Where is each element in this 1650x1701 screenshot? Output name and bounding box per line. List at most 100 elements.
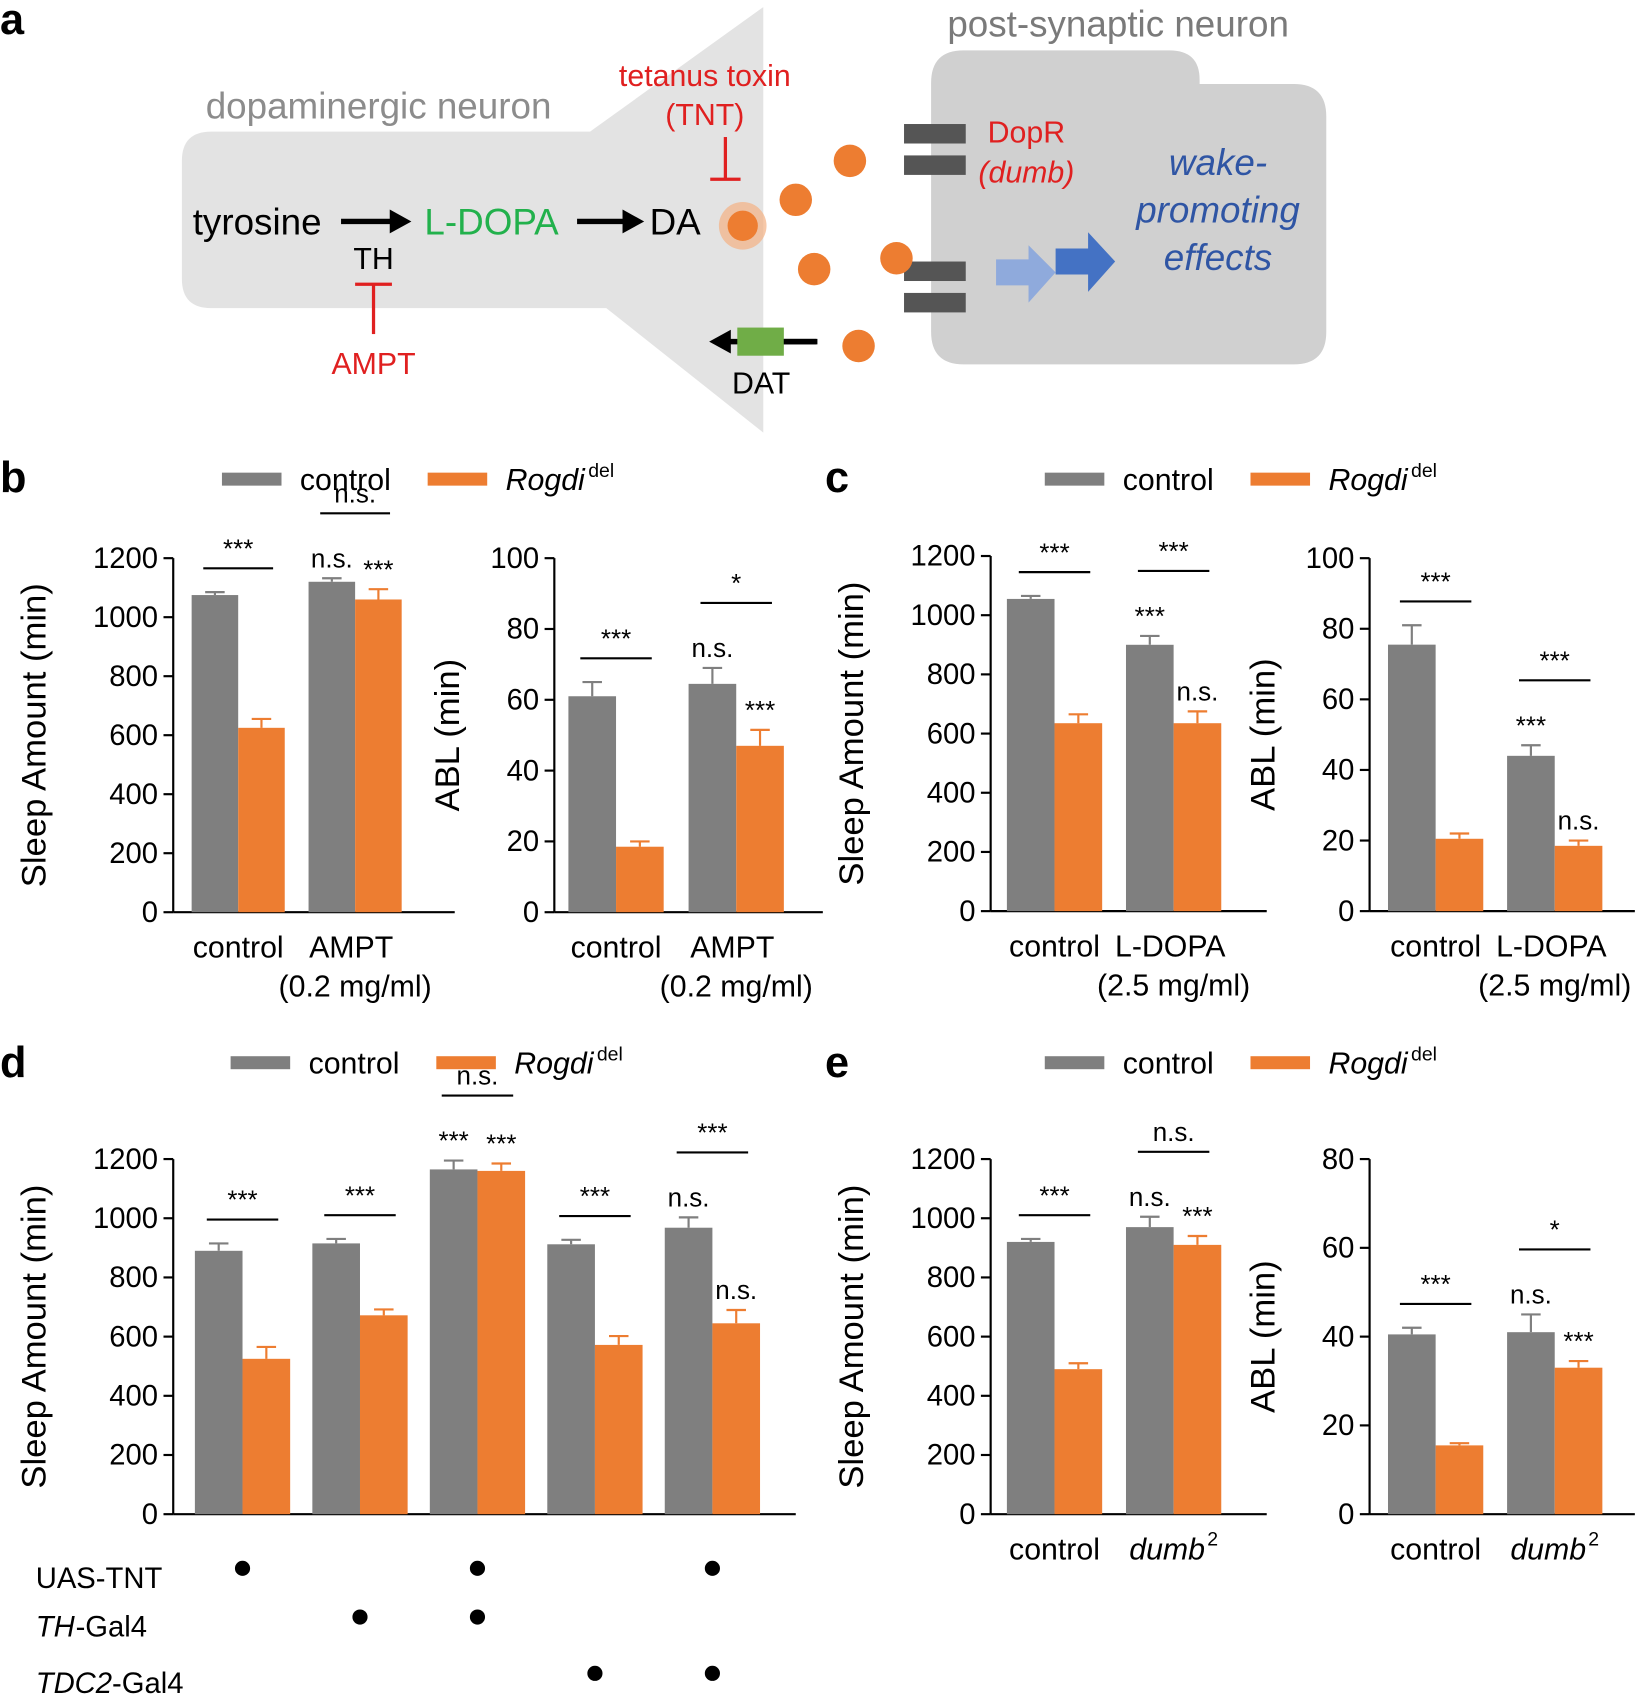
error-bar (1402, 1326, 1422, 1335)
legend-swatch (1044, 472, 1105, 486)
legend-swatch (427, 472, 488, 486)
significance-label: *** (227, 1185, 257, 1215)
significance-label: *** (580, 1181, 610, 1211)
bar (194, 1250, 243, 1515)
significance-label: *** (697, 1118, 727, 1148)
significance-label: *** (363, 554, 393, 584)
x-tick-label: AMPT (0.2 mg/ml) (660, 932, 813, 1004)
y-tick-label: 200 (927, 1440, 976, 1472)
legend-label: Rogdi (506, 464, 586, 497)
bar (664, 1227, 713, 1515)
bar (308, 581, 356, 913)
bar (568, 696, 617, 913)
error-bar (1449, 832, 1470, 839)
significance-label: *** (1182, 1201, 1212, 1231)
effect: effects (1164, 237, 1272, 278)
condition-dot (352, 1609, 368, 1625)
panel-label: a (0, 0, 25, 44)
error-bar (1402, 624, 1422, 645)
error-bar (1020, 1237, 1041, 1242)
bar (1173, 723, 1222, 912)
legend-label: Rogdi (514, 1048, 594, 1081)
significance-label: * (1550, 1215, 1560, 1245)
x-tick-label-sup: 2 (1588, 1529, 1599, 1551)
significance-label: n.s. (1510, 1280, 1552, 1310)
x-tick-label: control (1390, 1534, 1481, 1567)
y-tick-label: 1000 (910, 600, 975, 632)
y-tick-label: 0 (1338, 1499, 1354, 1531)
bar (1006, 598, 1055, 912)
toxin: (TNT) (665, 99, 744, 132)
transporter: DAT (732, 368, 790, 401)
y-tick-label: 60 (507, 685, 540, 717)
y-tick-label: 600 (109, 1321, 158, 1353)
bar (355, 599, 402, 913)
x-tick-label: control (1009, 1534, 1100, 1567)
condition-dot (704, 1665, 720, 1681)
significance-label: n.s. (1153, 1117, 1195, 1147)
y-tick-label: 60 (1322, 684, 1355, 716)
y-tick-label: 100 (490, 543, 539, 575)
y-tick-label: 600 (109, 720, 158, 752)
y-axis-title: Sleep Amount (min) (833, 1185, 871, 1489)
bar (1435, 1445, 1484, 1515)
bar (1387, 1334, 1436, 1515)
bar (1054, 1369, 1103, 1515)
significance-label: n.s. (1177, 677, 1219, 707)
legend-label-sup: del (588, 460, 614, 482)
condition-label: -Gal4 (76, 1612, 147, 1644)
condition-dot (469, 1560, 486, 1576)
legend-label: Rogdi (1328, 464, 1408, 497)
error-bar (1521, 1313, 1541, 1333)
error-bar (582, 681, 602, 697)
error-bar (1140, 1215, 1160, 1228)
panel-a: a dopaminergic neuron post-synaptic neur… (0, 0, 1327, 433)
error-bar (702, 666, 723, 684)
error-bar (374, 1308, 394, 1316)
y-tick-label: 200 (109, 1440, 158, 1472)
condition-dot (587, 1665, 603, 1681)
y-tick-label: 800 (927, 1262, 976, 1294)
y-tick-label: 40 (1322, 755, 1355, 787)
y-tick-label: 800 (927, 659, 976, 691)
bar (1125, 1227, 1174, 1515)
panel-label: b (0, 454, 26, 502)
significance-label: *** (1158, 536, 1188, 566)
y-tick-label: 200 (927, 837, 976, 869)
y-tick-label: 800 (109, 661, 158, 693)
bar (1507, 755, 1555, 912)
x-tick-label: control (193, 932, 284, 965)
significance-label: n.s. (334, 478, 376, 508)
bar (359, 1315, 408, 1515)
receptor (904, 155, 966, 175)
toxin: tetanus toxin (619, 60, 791, 93)
y-tick-label: 400 (109, 1381, 158, 1413)
significance-label: *** (1540, 645, 1570, 675)
error-bar (326, 1237, 346, 1244)
legend-swatch (1250, 472, 1311, 486)
y-tick-label: 1000 (93, 1203, 158, 1235)
significance-label: *** (486, 1129, 516, 1159)
bar (477, 1170, 526, 1515)
significance-label: n.s. (457, 1061, 499, 1091)
effect: promoting (1135, 190, 1300, 231)
condition-label: -Gal4 (112, 1668, 183, 1700)
error-bar (205, 591, 225, 596)
legend-label: Rogdi (1328, 1048, 1408, 1081)
dopamine-molecules (779, 144, 913, 363)
legend-swatch (1044, 1056, 1105, 1070)
condition-label: TDC2 (36, 1668, 112, 1700)
bar (191, 595, 239, 913)
error-bar (1020, 594, 1041, 599)
effect: wake- (1169, 142, 1267, 183)
y-tick-label: 400 (109, 779, 158, 811)
error-bar (609, 1334, 629, 1345)
molecule: tyrosine (193, 201, 322, 242)
y-tick-label: 20 (1322, 1410, 1355, 1442)
y-tick-label: 80 (1322, 1144, 1355, 1176)
y-tick-label: 0 (959, 896, 975, 928)
legend-swatch (436, 1056, 496, 1070)
legend-swatch (230, 1056, 291, 1070)
bar (1054, 723, 1103, 912)
